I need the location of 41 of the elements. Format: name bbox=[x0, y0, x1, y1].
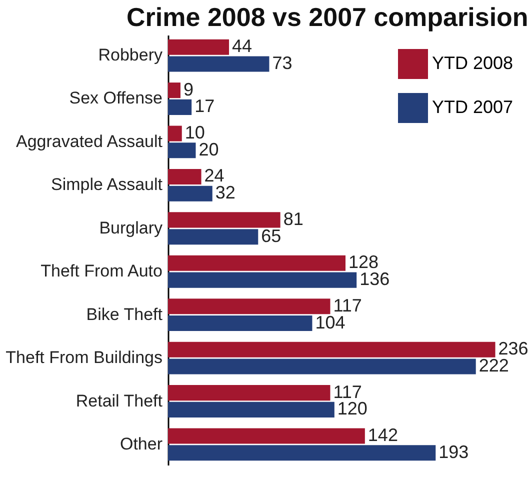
y-tick-label: Aggravated Assault bbox=[16, 132, 163, 151]
bar bbox=[168, 212, 280, 228]
data-label: 73 bbox=[272, 52, 292, 73]
bar bbox=[168, 316, 312, 332]
bar bbox=[168, 358, 476, 374]
bar bbox=[168, 82, 180, 98]
bar bbox=[168, 168, 202, 184]
data-label: 44 bbox=[232, 36, 252, 56]
bar bbox=[168, 342, 496, 358]
y-tick-label: Burglary bbox=[99, 218, 163, 238]
legend-label: YTD 2008 bbox=[432, 53, 514, 73]
bar bbox=[168, 428, 365, 444]
chart-title: Crime 2008 vs 2007 comparision bbox=[126, 2, 528, 32]
bar bbox=[168, 272, 357, 288]
bar bbox=[168, 99, 192, 115]
bar bbox=[168, 142, 196, 158]
bar bbox=[168, 126, 182, 142]
y-tick-label: Sex Offense bbox=[69, 88, 162, 108]
bar bbox=[168, 39, 230, 55]
y-tick-label: Theft From Buildings bbox=[6, 348, 162, 368]
data-label: 17 bbox=[194, 96, 215, 116]
y-tick-label: Simple Assault bbox=[51, 175, 163, 194]
y-tick-label: Robbery bbox=[98, 46, 163, 65]
bar bbox=[168, 445, 436, 461]
bar bbox=[168, 56, 270, 72]
bar bbox=[168, 229, 258, 245]
legend-label: YTD 2007 bbox=[432, 97, 514, 117]
y-tick-label: Retail Theft bbox=[76, 391, 163, 410]
y-tick-label: Bike Theft bbox=[86, 304, 163, 324]
bar bbox=[168, 186, 212, 202]
y-tick-label: Other bbox=[120, 434, 163, 454]
bar bbox=[168, 255, 346, 271]
data-label: 65 bbox=[261, 226, 282, 246]
data-label: 81 bbox=[283, 208, 304, 229]
bar bbox=[168, 385, 330, 401]
data-label: 9 bbox=[183, 79, 194, 100]
data-label: 193 bbox=[438, 442, 469, 462]
data-label: 142 bbox=[368, 425, 398, 446]
bar bbox=[168, 402, 334, 418]
y-tick-label: Theft From Auto bbox=[40, 262, 162, 281]
bar bbox=[168, 298, 330, 314]
